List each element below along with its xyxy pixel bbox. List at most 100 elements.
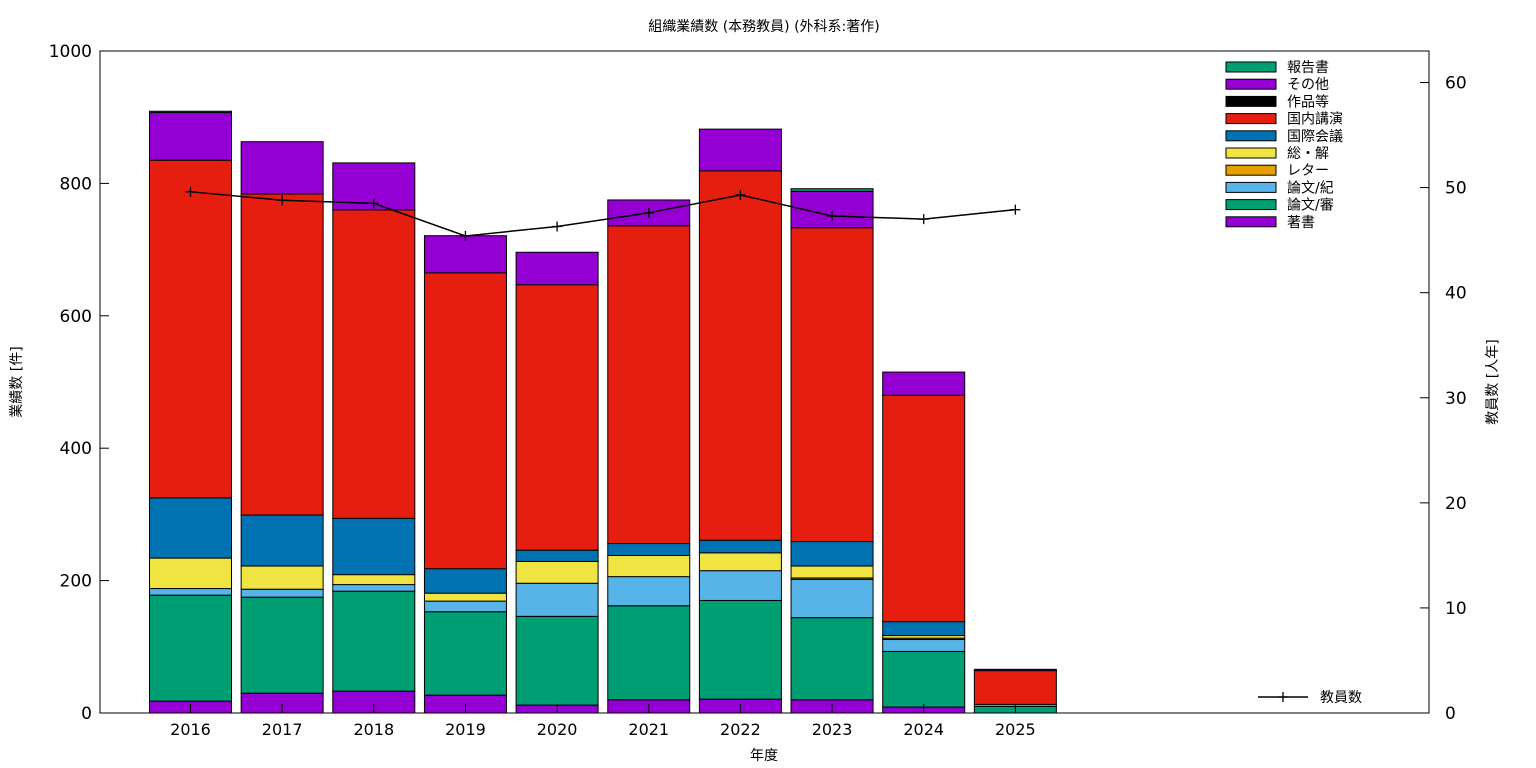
bar-その他-2019 (423, 235, 507, 274)
bar-国際会議-2024 (882, 621, 966, 637)
legend-swatch-総-解 (1225, 147, 1277, 159)
bar-国内講演-2024 (882, 394, 966, 623)
bar-国内講演-2019 (423, 272, 507, 570)
bar-論文-審-2018 (332, 590, 416, 692)
bar-論文-審-2023 (790, 617, 874, 701)
bar-総-解-2021 (607, 554, 691, 578)
bar-総-解-2023 (790, 565, 874, 579)
bar-論文-審-2024 (882, 650, 966, 708)
legend-label-teachers: 教員数 (1320, 690, 1362, 706)
line-point-2016 (185, 186, 196, 197)
bar-国内講演-2018 (332, 209, 416, 519)
legend-label-その他: その他 (1287, 77, 1329, 93)
legend-label-国内講演: 国内講演 (1287, 112, 1343, 128)
line-point-2024 (918, 214, 929, 225)
line-point-2017 (277, 195, 288, 206)
bar-国際会議-2016 (149, 497, 232, 559)
y2-tick-label: 10 (1445, 599, 1467, 619)
y-tick-label: 400 (60, 439, 92, 459)
bar-論文-紀-2018 (332, 584, 416, 592)
bar-国内講演-2016 (149, 159, 232, 499)
bar-論文-紀-2019 (423, 600, 507, 613)
y2-tick-label: 0 (1445, 704, 1456, 724)
legend-swatch-レター (1225, 164, 1277, 176)
x-tick-label: 2021 (628, 720, 669, 739)
x-tick-label: 2025 (995, 720, 1036, 739)
bar-総-解-2020 (515, 560, 599, 584)
line-point-2022 (735, 189, 746, 200)
x-axis-label: 年度 (750, 748, 778, 764)
line-point-2023 (827, 210, 838, 221)
bar-国内講演-2025 (973, 670, 1057, 705)
bar-国際会議-2018 (332, 517, 416, 576)
bar-論文-審-2017 (240, 596, 324, 694)
bar-その他-2016 (149, 112, 232, 161)
bar-総-解-2019 (423, 592, 507, 602)
bar-その他-2022 (698, 128, 782, 172)
bar-論文-紀-2022 (698, 570, 782, 601)
line-point-2021 (643, 207, 654, 218)
y-tick-label: 800 (60, 174, 92, 194)
y-tick-label: 600 (60, 307, 92, 327)
y2-tick-label: 50 (1445, 179, 1467, 199)
bar-総-解-2018 (332, 574, 416, 586)
bar-論文-紀-2021 (607, 576, 691, 607)
bar-国際会議-2019 (423, 568, 507, 594)
bar-国際会議-2017 (240, 514, 324, 567)
line-point-2019 (460, 230, 471, 241)
legend-label-作品等: 作品等 (1287, 93, 1329, 110)
bar-論文-審-2016 (149, 594, 232, 702)
y2-tick-label: 20 (1445, 494, 1467, 514)
bar-その他-2017 (240, 141, 324, 195)
legend-label-総-解: 総・解 (1287, 146, 1329, 162)
x-tick-label: 2018 (353, 720, 394, 739)
bar-その他-2025 (973, 668, 1057, 672)
y2-tick-label: 60 (1445, 74, 1467, 94)
x-tick-label: 2022 (720, 720, 761, 739)
bar-総-解-2016 (149, 557, 232, 590)
bar-総-解-2017 (240, 565, 324, 590)
bar-その他-2020 (515, 251, 599, 286)
x-tick-label: 2020 (537, 720, 578, 739)
bar-報告書-2016 (149, 110, 232, 114)
bar-その他-2024 (882, 371, 966, 396)
bar-論文-審-2021 (607, 605, 691, 701)
x-tick-label: 2023 (812, 720, 853, 739)
line-point-2020 (552, 221, 563, 232)
bar-国際会議-2022 (698, 539, 782, 554)
y-axis-label: 業績数 [件] (9, 346, 25, 417)
legend-swatch-論文-審 (1225, 199, 1277, 211)
legend-swatch-著書 (1225, 216, 1277, 228)
bar-論文-紀-2020 (515, 582, 599, 617)
legend-label-論文-審: 論文/審 (1287, 198, 1334, 214)
chart-title: 組織業績数 (本務教員) (外科系:著作) (648, 19, 879, 35)
bar-国際会議-2021 (607, 543, 691, 556)
bar-国内講演-2017 (240, 193, 324, 516)
line-point-2018 (368, 198, 379, 209)
legend-swatch-作品等 (1225, 95, 1277, 107)
bar-論文-審-2019 (423, 611, 507, 696)
line-point-2025 (1010, 204, 1021, 215)
bar-国内講演-2022 (698, 170, 782, 541)
y2-axis-label: 教員数 [人年] (1485, 339, 1501, 424)
y2-tick-label: 30 (1445, 389, 1467, 409)
bar-論文-審-2022 (698, 599, 782, 700)
legend-swatch-国際会議 (1225, 130, 1277, 142)
bar-総-解-2022 (698, 552, 782, 572)
x-tick-label: 2019 (445, 720, 486, 739)
y-tick-label: 1000 (49, 42, 92, 62)
bar-論文-紀-2024 (882, 639, 966, 652)
bar-国内講演-2021 (607, 225, 691, 545)
bar-国際会議-2020 (515, 549, 599, 562)
bar-国内講演-2020 (515, 284, 599, 551)
bar-論文-審-2020 (515, 615, 599, 706)
plot-area (149, 110, 1057, 714)
bar-国内講演-2023 (790, 227, 874, 543)
legend-swatch-報告書 (1225, 61, 1277, 73)
bar-論文-紀-2016 (149, 588, 232, 596)
axes: 0 200 400 600 800 1000 0 10 20 30 40 50 60 2016 2017 20… (49, 42, 1467, 739)
bar-論文-紀-2017 (240, 588, 324, 598)
legend-swatch-国内講演 (1225, 113, 1277, 125)
bar-報告書-2023 (790, 188, 874, 192)
plot-frame (99, 50, 1430, 714)
